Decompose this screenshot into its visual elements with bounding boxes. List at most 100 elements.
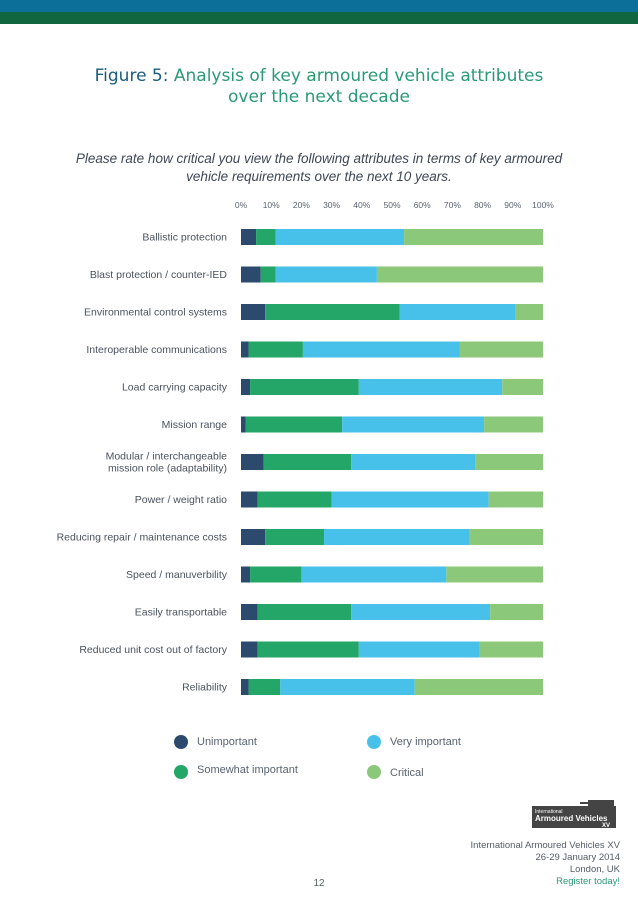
x-tick-label: 80%: [474, 200, 491, 210]
figure-title-line2: over the next decade: [228, 87, 410, 107]
logo-tank-turret: [588, 800, 614, 810]
category-label-reduced-unit-cost-out-of-factory: Reduced unit cost out of factory: [79, 644, 227, 656]
bar-very-important-load-carrying-capacity: [358, 379, 503, 395]
bars: [241, 229, 543, 695]
legend-swatch-very-important: [367, 735, 381, 749]
footer-dates: 26-29 January 2014: [535, 852, 620, 863]
bar-very-important-environmental-control-systems: [399, 304, 516, 320]
bar-very-important-easily-transportable: [351, 604, 491, 620]
x-tick-label: 10%: [263, 200, 280, 210]
bar-somewhat-important-blast-protection-counter-ied: [260, 266, 276, 283]
bar-critical-reducing-repair-maintenance-costs: [469, 529, 543, 545]
x-tick-label: 50%: [383, 200, 400, 210]
bar-critical-interoperable-communications: [459, 341, 543, 358]
logo-tank-barrel: [580, 802, 594, 804]
category-label-line: Reducing repair / maintenance costs: [57, 532, 227, 544]
category-label-speed-manuverbility: Speed / manuverbility: [126, 569, 228, 581]
x-tick-label: 70%: [444, 200, 461, 210]
x-tick-label: 20%: [293, 200, 310, 210]
category-label-line: Speed / manuverbility: [126, 569, 228, 581]
x-tick-label: 40%: [353, 200, 370, 210]
bar-critical-ballistic-protection: [404, 229, 543, 245]
category-label-line: Load carrying capacity: [122, 382, 228, 394]
legend-swatch-critical: [367, 765, 381, 779]
x-tick-label: 0%: [235, 200, 248, 210]
bar-very-important-reliability: [280, 679, 415, 695]
legend-label-somewhat-important: Somewhat important: [197, 764, 298, 776]
legend-label-very-important: Very important: [390, 736, 461, 748]
bar-somewhat-important-ballistic-protection: [256, 229, 276, 245]
bar-somewhat-important-reduced-unit-cost-out-of-factory: [257, 641, 359, 658]
category-label-line: Reliability: [182, 682, 228, 694]
bar-somewhat-important-reliability: [248, 679, 281, 695]
bar-unimportant-power-weight-ratio: [241, 491, 258, 508]
bar-unimportant-environmental-control-systems: [241, 304, 266, 320]
legend-label-unimportant: Unimportant: [197, 736, 257, 748]
category-labels: Ballistic protection Blast protection / c…: [57, 232, 228, 694]
category-label-interoperable-communications: Interoperable communications: [86, 344, 227, 356]
footer-event: International Armoured Vehicles XV: [470, 840, 620, 851]
bar-unimportant-modular-interchangeable-mission-role-adaptability: [241, 454, 264, 470]
figure-title-line1: Analysis of key armoured vehicle attribu…: [173, 66, 544, 86]
bar-very-important-blast-protection-counter-ied: [275, 266, 377, 283]
bar-very-important-speed-manuverbility: [301, 566, 447, 583]
register-link[interactable]: Register today!: [556, 876, 620, 887]
stacked-bar-chart: 0% 10% 20% 30% 40% 50% 60% 70% 80% 90% 100% Ballis…: [57, 200, 554, 695]
bar-very-important-interoperable-communications: [302, 341, 460, 358]
bar-critical-reduced-unit-cost-out-of-factory: [479, 641, 543, 658]
category-label-load-carrying-capacity: Load carrying capacity: [122, 382, 228, 394]
bar-somewhat-important-speed-manuverbility: [250, 566, 302, 583]
bar-unimportant-blast-protection-counter-ied: [241, 266, 261, 283]
bar-somewhat-important-power-weight-ratio: [257, 491, 332, 508]
category-label-blast-protection-counter-ied: Blast protection / counter-IED: [90, 269, 228, 281]
category-label-line: Easily transportable: [135, 607, 227, 619]
header-band-green: [0, 12, 638, 24]
category-label-line: mission role (adaptability): [108, 463, 227, 475]
event-logo: International Armoured Vehicles XV: [532, 800, 616, 829]
figure-title: Figure 5: Analysis of key armoured vehic…: [0, 66, 638, 108]
bar-critical-power-weight-ratio: [488, 491, 543, 508]
logo-line2: Armoured Vehicles: [535, 814, 608, 823]
logo-plate: [532, 806, 616, 828]
category-label-reliability: Reliability: [182, 682, 228, 694]
footer-location: London, UK: [569, 864, 620, 875]
bar-somewhat-important-easily-transportable: [257, 604, 352, 620]
legend-swatch-unimportant: [174, 735, 188, 749]
x-tick-label: 90%: [504, 200, 521, 210]
bar-somewhat-important-interoperable-communications: [248, 341, 303, 358]
bar-critical-reliability: [414, 679, 543, 695]
header-band-blue: [0, 0, 638, 12]
survey-question: Please rate how critical you view the fo…: [75, 151, 563, 184]
bar-critical-mission-range: [484, 416, 543, 433]
bar-very-important-mission-range: [342, 416, 485, 433]
bar-very-important-ballistic-protection: [275, 229, 405, 245]
legend-swatch-somewhat-important: [174, 765, 188, 779]
figure-label: Figure 5:: [94, 66, 169, 86]
bar-unimportant-ballistic-protection: [241, 229, 257, 245]
category-label-line: Blast protection / counter-IED: [90, 269, 228, 281]
bar-very-important-modular-interchangeable-mission-role-adaptability: [351, 454, 476, 470]
bar-somewhat-important-environmental-control-systems: [265, 304, 400, 320]
category-label-line: Reduced unit cost out of factory: [79, 644, 227, 656]
x-tick-label: 100%: [532, 200, 554, 210]
bar-unimportant-easily-transportable: [241, 604, 258, 620]
bar-somewhat-important-load-carrying-capacity: [250, 379, 359, 395]
bar-critical-easily-transportable: [490, 604, 543, 620]
bar-unimportant-reduced-unit-cost-out-of-factory: [241, 641, 258, 658]
category-label-line: Power / weight ratio: [135, 494, 227, 506]
category-label-environmental-control-systems: Environmental control systems: [84, 307, 227, 319]
x-axis-ticks: 0% 10% 20% 30% 40% 50% 60% 70% 80% 90% 100%: [235, 200, 554, 210]
legend-label-critical: Critical: [390, 767, 424, 779]
x-tick-label: 60%: [414, 200, 431, 210]
category-label-power-weight-ratio: Power / weight ratio: [135, 494, 227, 506]
bar-unimportant-load-carrying-capacity: [241, 379, 251, 395]
category-label-easily-transportable: Easily transportable: [135, 607, 227, 619]
bar-unimportant-interoperable-communications: [241, 341, 249, 358]
logo-line3: XV: [602, 823, 610, 829]
page-number: 12: [313, 878, 325, 889]
category-label-line: Mission range: [162, 419, 228, 431]
category-label-reducing-repair-maintenance-costs: Reducing repair / maintenance costs: [57, 532, 227, 544]
event-footer: International Armoured Vehicles XV 26-29…: [471, 840, 620, 888]
bar-unimportant-reducing-repair-maintenance-costs: [241, 529, 266, 545]
bar-somewhat-important-reducing-repair-maintenance-costs: [265, 529, 325, 545]
